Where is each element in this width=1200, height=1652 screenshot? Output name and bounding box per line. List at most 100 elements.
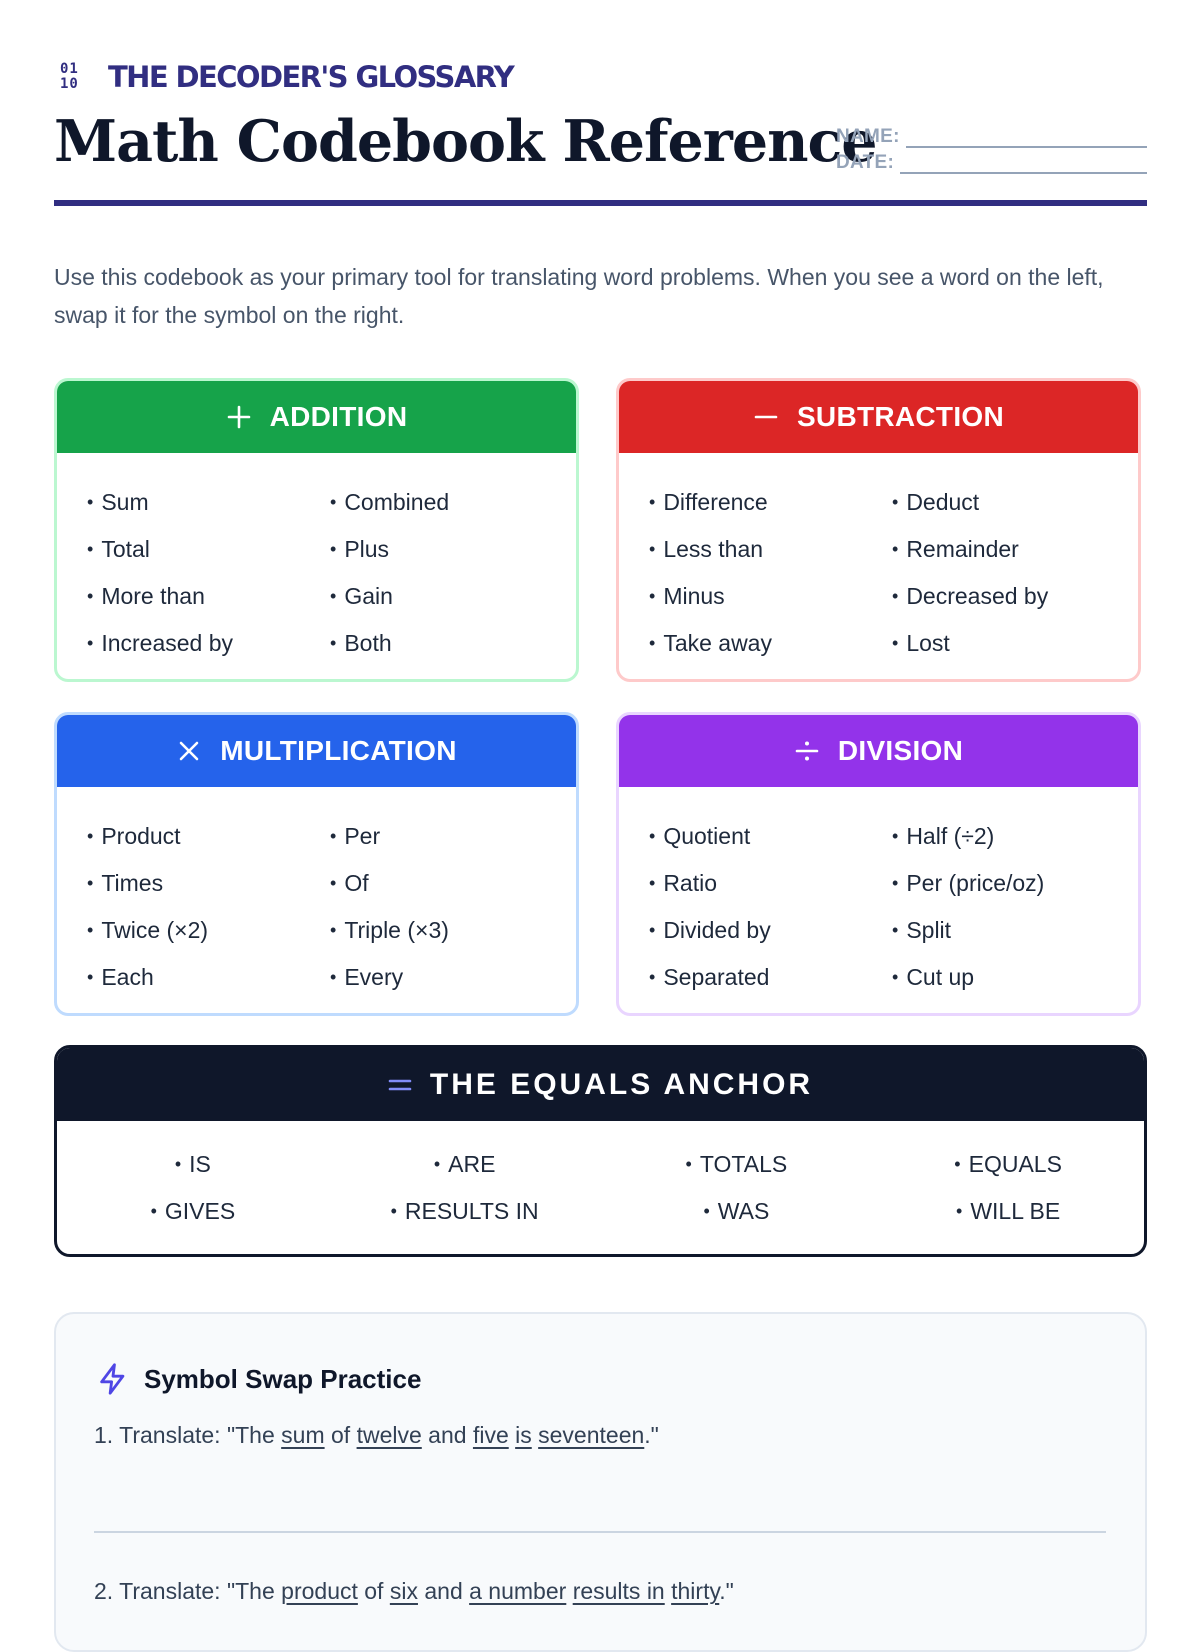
name-label: NAME: — [836, 126, 900, 147]
list-item: Remainder — [892, 526, 1135, 573]
question-text: and — [421, 1422, 473, 1448]
name-field[interactable] — [905, 126, 1147, 148]
header-divider — [54, 200, 1147, 206]
list-item: Each — [87, 954, 330, 1001]
addition-card: ADDITION Sum Combined Total Plus More th… — [54, 378, 579, 682]
list-item: ARE — [329, 1141, 601, 1188]
list-item: WILL BE — [872, 1188, 1144, 1235]
practice-header: Symbol Swap Practice — [96, 1362, 421, 1396]
equals-card: THE EQUALS ANCHOR IS ARE TOTALS EQUALS G… — [54, 1045, 1147, 1257]
question-text: ." — [719, 1578, 734, 1604]
date-field[interactable] — [900, 152, 1147, 174]
keyword: six — [389, 1578, 418, 1604]
equals-icon — [388, 1075, 412, 1095]
practice-question-2: 2. Translate: "The product of six and a … — [94, 1578, 734, 1605]
list-item: EQUALS — [872, 1141, 1144, 1188]
list-item: Sum — [87, 479, 330, 526]
lightning-icon — [100, 1363, 125, 1395]
keyword: results in — [572, 1578, 665, 1604]
multiplication-list: Product Per Times Of Twice (×2) Triple (… — [57, 787, 576, 1001]
page-title: Math Codebook Reference — [54, 108, 878, 175]
practice-question-1: 1. Translate: "The sum of twelve and fiv… — [94, 1422, 659, 1449]
plus-icon — [226, 404, 252, 430]
name-date-fields: NAME: DATE: — [836, 122, 1147, 174]
keyword: sum — [281, 1422, 325, 1448]
list-item: More than — [87, 573, 330, 620]
list-item: Less than — [649, 526, 892, 573]
equals-list: IS ARE TOTALS EQUALS GIVES RESULTS IN WA… — [57, 1121, 1144, 1235]
question-text: of — [357, 1578, 390, 1604]
practice-panel: Symbol Swap Practice — [54, 1312, 1147, 1652]
list-item: Gain — [330, 573, 573, 620]
list-item: Lost — [892, 620, 1135, 667]
list-item: Of — [330, 860, 573, 907]
subtraction-card: SUBTRACTION Difference Deduct Less than … — [616, 378, 1141, 682]
list-item: Decreased by — [892, 573, 1135, 620]
list-item: Both — [330, 620, 573, 667]
list-item: Plus — [330, 526, 573, 573]
name-row: NAME: — [836, 122, 1147, 148]
list-item: Split — [892, 907, 1135, 954]
list-item: Increased by — [87, 620, 330, 667]
list-item: Half (÷2) — [892, 813, 1135, 860]
question-text: 2. Translate: "The — [94, 1578, 282, 1604]
subtraction-title: SUBTRACTION — [796, 401, 1005, 432]
list-item: Total — [87, 526, 330, 573]
list-item: IS — [57, 1141, 329, 1188]
brand-title: THE DECODER'S GLOSSARY — [108, 60, 515, 94]
list-item: Take away — [649, 620, 892, 667]
equals-header: THE EQUALS ANCHOR — [57, 1048, 1144, 1121]
list-item: TOTALS — [601, 1141, 873, 1188]
date-row: DATE: — [836, 148, 1147, 174]
list-item: Combined — [330, 479, 573, 526]
multiplication-card: MULTIPLICATION Product Per Times Of Twic… — [54, 712, 579, 1016]
keyword: five — [472, 1422, 509, 1448]
keyword: twelve — [356, 1422, 422, 1448]
addition-header: ADDITION — [57, 381, 576, 453]
list-item: Divided by — [649, 907, 892, 954]
addition-list: Sum Combined Total Plus More than Gain I… — [57, 453, 576, 667]
list-item: Cut up — [892, 954, 1135, 1001]
answer-line-1[interactable] — [94, 1531, 1106, 1533]
keyword: seventeen — [538, 1422, 645, 1448]
list-item: Times — [87, 860, 330, 907]
list-item: RESULTS IN — [329, 1188, 601, 1235]
practice-title: Symbol Swap Practice — [144, 1363, 422, 1394]
intro-text: Use this codebook as your primary tool f… — [54, 264, 1104, 328]
keyword: thirty — [671, 1578, 720, 1604]
list-item: Separated — [649, 954, 892, 1001]
keyword: a number — [469, 1578, 567, 1604]
equals-title: THE EQUALS ANCHOR — [429, 1067, 814, 1101]
question-text: of — [324, 1422, 357, 1448]
times-icon — [176, 738, 202, 764]
brand: 01 10 THE DECODER'S GLOSSARY — [54, 60, 515, 94]
list-item: Triple (×3) — [330, 907, 573, 954]
addition-title: ADDITION — [269, 401, 408, 432]
list-item: Difference — [649, 479, 892, 526]
keyword: is — [515, 1422, 532, 1448]
division-list: Quotient Half (÷2) Ratio Per (price/oz) … — [619, 787, 1138, 1001]
question-text: 1. Translate: "The — [94, 1422, 282, 1448]
list-item: GIVES — [57, 1188, 329, 1235]
list-item: Ratio — [649, 860, 892, 907]
list-item: Twice (×2) — [87, 907, 330, 954]
division-title: DIVISION — [837, 735, 964, 766]
binary-icon-top: 01 — [60, 61, 79, 77]
question-text: and — [417, 1578, 470, 1604]
list-item: Product — [87, 813, 330, 860]
minus-icon — [753, 404, 779, 430]
question-text: ." — [644, 1422, 659, 1448]
list-item: Minus — [649, 573, 892, 620]
subtraction-list: Difference Deduct Less than Remainder Mi… — [619, 453, 1138, 667]
division-card: DIVISION Quotient Half (÷2) Ratio Per (p… — [616, 712, 1141, 1016]
subtraction-header: SUBTRACTION — [619, 381, 1138, 453]
list-item: Every — [330, 954, 573, 1001]
list-item: WAS — [601, 1188, 873, 1235]
list-item: Quotient — [649, 813, 892, 860]
multiplication-title: MULTIPLICATION — [220, 735, 457, 766]
binary-icon-bottom: 10 — [60, 76, 79, 92]
binary-icon: 01 10 — [60, 60, 88, 94]
divide-icon — [794, 738, 820, 764]
list-item: Per — [330, 813, 573, 860]
date-label: DATE: — [836, 152, 895, 173]
